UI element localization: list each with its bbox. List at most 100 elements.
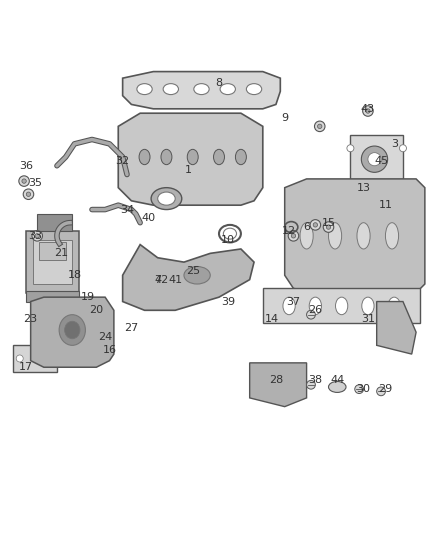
Text: 8: 8 bbox=[215, 77, 223, 87]
Text: 30: 30 bbox=[357, 384, 371, 394]
Circle shape bbox=[313, 223, 318, 227]
Circle shape bbox=[16, 355, 23, 362]
Ellipse shape bbox=[300, 223, 313, 249]
Circle shape bbox=[291, 233, 296, 238]
Text: 3: 3 bbox=[391, 139, 398, 149]
Text: 26: 26 bbox=[308, 305, 322, 316]
Text: 9: 9 bbox=[281, 112, 288, 123]
Circle shape bbox=[323, 222, 334, 232]
Ellipse shape bbox=[139, 149, 150, 165]
Ellipse shape bbox=[388, 297, 400, 314]
Text: 14: 14 bbox=[265, 314, 279, 324]
Circle shape bbox=[35, 233, 39, 238]
Ellipse shape bbox=[65, 321, 80, 339]
Ellipse shape bbox=[220, 84, 236, 94]
Text: 12: 12 bbox=[282, 227, 296, 237]
Circle shape bbox=[318, 124, 322, 128]
Circle shape bbox=[26, 192, 31, 197]
Bar bbox=[350, 135, 403, 179]
Text: 10: 10 bbox=[221, 235, 235, 245]
Text: 41: 41 bbox=[168, 274, 182, 285]
Polygon shape bbox=[123, 245, 254, 310]
Bar bbox=[37, 214, 72, 231]
Text: 11: 11 bbox=[378, 200, 392, 210]
Circle shape bbox=[368, 152, 381, 166]
Bar bbox=[39, 243, 66, 260]
Text: 25: 25 bbox=[186, 266, 200, 276]
Ellipse shape bbox=[309, 297, 321, 314]
Ellipse shape bbox=[214, 149, 224, 165]
Ellipse shape bbox=[362, 297, 374, 314]
Text: 20: 20 bbox=[89, 305, 103, 316]
Circle shape bbox=[49, 355, 56, 362]
Text: 29: 29 bbox=[378, 384, 392, 394]
Text: 6: 6 bbox=[303, 222, 310, 232]
Circle shape bbox=[22, 179, 26, 183]
Bar bbox=[26, 290, 79, 302]
Ellipse shape bbox=[357, 223, 370, 249]
Polygon shape bbox=[31, 297, 114, 367]
Ellipse shape bbox=[385, 223, 399, 249]
Circle shape bbox=[23, 189, 34, 199]
Circle shape bbox=[363, 106, 373, 116]
Text: 23: 23 bbox=[24, 314, 38, 324]
Polygon shape bbox=[118, 113, 263, 205]
Text: 24: 24 bbox=[98, 332, 112, 342]
Polygon shape bbox=[123, 71, 280, 109]
Circle shape bbox=[288, 231, 299, 241]
Text: 43: 43 bbox=[361, 104, 375, 114]
Text: 33: 33 bbox=[28, 231, 42, 241]
Ellipse shape bbox=[187, 149, 198, 165]
Ellipse shape bbox=[223, 228, 237, 239]
Ellipse shape bbox=[184, 266, 210, 284]
Circle shape bbox=[361, 146, 388, 172]
Text: 1: 1 bbox=[185, 165, 192, 175]
Ellipse shape bbox=[236, 149, 246, 165]
Ellipse shape bbox=[137, 84, 152, 94]
Text: 31: 31 bbox=[361, 314, 375, 324]
Circle shape bbox=[19, 176, 29, 187]
Ellipse shape bbox=[328, 223, 342, 249]
Text: 42: 42 bbox=[155, 274, 169, 285]
Text: 21: 21 bbox=[54, 248, 68, 259]
Circle shape bbox=[307, 381, 315, 389]
Ellipse shape bbox=[336, 297, 348, 314]
Text: 40: 40 bbox=[142, 213, 156, 223]
Text: 37: 37 bbox=[286, 296, 300, 306]
Ellipse shape bbox=[151, 188, 182, 209]
Text: 39: 39 bbox=[221, 296, 235, 306]
Ellipse shape bbox=[42, 300, 64, 308]
Ellipse shape bbox=[161, 149, 172, 165]
Circle shape bbox=[355, 385, 364, 393]
Text: 35: 35 bbox=[28, 178, 42, 188]
Ellipse shape bbox=[246, 84, 261, 94]
Text: 44: 44 bbox=[330, 375, 344, 385]
Ellipse shape bbox=[163, 84, 178, 94]
Circle shape bbox=[366, 109, 370, 113]
Ellipse shape bbox=[59, 314, 85, 345]
Text: 7: 7 bbox=[154, 274, 161, 285]
Text: 13: 13 bbox=[357, 183, 371, 192]
Text: 34: 34 bbox=[120, 205, 134, 215]
Circle shape bbox=[310, 220, 321, 230]
Bar bbox=[33, 240, 72, 284]
Ellipse shape bbox=[158, 192, 175, 205]
Text: 27: 27 bbox=[124, 323, 138, 333]
Text: 16: 16 bbox=[102, 345, 117, 355]
Ellipse shape bbox=[328, 382, 346, 392]
Ellipse shape bbox=[194, 84, 209, 94]
Text: 15: 15 bbox=[321, 217, 336, 228]
Text: 18: 18 bbox=[67, 270, 81, 280]
Circle shape bbox=[307, 310, 315, 319]
Circle shape bbox=[314, 121, 325, 132]
Text: 28: 28 bbox=[269, 375, 283, 385]
Circle shape bbox=[347, 145, 354, 152]
Text: 38: 38 bbox=[308, 375, 322, 385]
Polygon shape bbox=[250, 363, 307, 407]
Text: 32: 32 bbox=[116, 156, 130, 166]
Bar bbox=[13, 345, 57, 372]
Polygon shape bbox=[377, 302, 416, 354]
Circle shape bbox=[399, 145, 406, 152]
Text: 36: 36 bbox=[19, 161, 33, 171]
Circle shape bbox=[32, 231, 42, 241]
